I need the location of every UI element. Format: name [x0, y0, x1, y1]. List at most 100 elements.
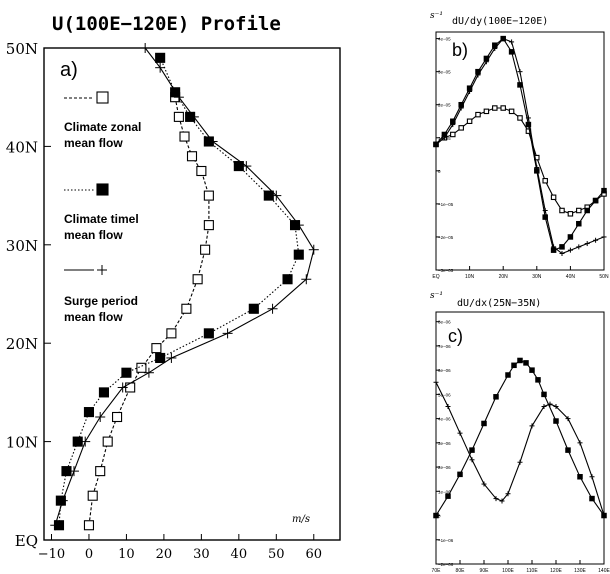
x-tick-label: 100E [502, 568, 514, 574]
plus-marker-10 [301, 274, 312, 285]
open-square-marker-14 [196, 165, 207, 177]
panel-a-x-axis: −10 0 10 20 30 40 50 60 [38, 534, 322, 562]
panel-b-label: b) [452, 40, 468, 60]
filled-square-marker-2 [457, 471, 463, 478]
open-square-marker-14 [550, 194, 557, 201]
x-tick-label: 120E [550, 568, 562, 574]
plus-marker-5 [475, 72, 481, 78]
x-tick-label: 60 [305, 547, 322, 562]
plus-marker-9 [267, 303, 278, 314]
panel-c-unit-label: s⁻¹ [430, 291, 443, 301]
plus-marker-2 [68, 466, 79, 477]
open-square-marker-3 [102, 436, 113, 447]
panel-c-plot-frame [435, 311, 605, 565]
plus-marker-8 [517, 459, 523, 465]
open-square-marker-0 [83, 520, 95, 531]
panel-a-title: U(100E−120E) Profile [52, 13, 281, 35]
series-line-plus [54, 47, 315, 526]
plus-marker-13 [542, 208, 548, 213]
legend-label-line: mean flow [64, 310, 123, 324]
panel-c-title: dU/dx(25N−35N) [457, 298, 541, 309]
open-square-marker-16 [179, 131, 190, 142]
plus-marker-1 [441, 135, 447, 141]
panel-a-y-axis: EQ 10N 20N 30N 40N 50N [6, 40, 51, 550]
plus-marker-7 [492, 46, 498, 52]
y-tick-label: 50N [6, 40, 38, 58]
series-filled-square [433, 357, 607, 519]
y-tick-label: 2e−05 [438, 103, 451, 108]
open-square-marker-13 [542, 178, 548, 184]
x-tick-label: 50N [599, 274, 609, 280]
plus-marker-2 [457, 430, 463, 436]
legend-label-line: Climate zonal [64, 120, 141, 134]
y-tick-label: 4e−06 [438, 417, 451, 422]
filled-square-marker-7 [511, 362, 517, 369]
open-square-marker-9 [181, 303, 192, 314]
legend-item-climate-timel: Climate timel mean flow [64, 183, 139, 242]
plus-marker-4 [481, 481, 487, 487]
plus-marker-14 [551, 244, 557, 250]
series-open-square [433, 105, 607, 217]
x-tick-label: 30N [532, 274, 542, 280]
open-square-marker-10 [192, 274, 203, 285]
y-tick-label: 10N [6, 434, 38, 452]
y-tick-label: −3e−05 [438, 268, 454, 273]
plus-marker-0 [50, 520, 61, 531]
open-square-marker-9 [508, 108, 515, 115]
filled-square-marker-8 [203, 328, 214, 339]
panel-a-unit-label: m/s [292, 514, 310, 525]
x-tick-label: 50 [268, 547, 285, 562]
plus-marker-10 [517, 69, 523, 75]
x-tick-label: 10N [465, 274, 475, 280]
open-square-marker-6 [483, 108, 490, 115]
plus-marker-0 [433, 379, 439, 385]
y-tick-label: −1e−06 [438, 538, 454, 543]
panel-b-series [433, 35, 607, 256]
plus-marker-3 [458, 105, 464, 111]
plus-marker-6 [499, 498, 505, 504]
plus-marker-11 [308, 244, 319, 255]
legend-label-line: Surge period [64, 294, 138, 308]
plus-marker-15 [559, 250, 565, 256]
plus-marker-6 [143, 367, 154, 378]
series-open-square [83, 92, 214, 531]
filled-square-marker-16 [567, 234, 574, 240]
plus-marker-18 [584, 241, 590, 247]
plus-marker-12 [553, 404, 559, 409]
filled-square-marker-5 [98, 387, 109, 398]
legend-item-climate-zonal: Climate zonal mean flow [64, 91, 141, 150]
plus-marker-6 [483, 59, 489, 65]
filled-square-marker-9 [508, 49, 515, 55]
filled-square-marker-12 [541, 391, 547, 398]
panel-a-legend: Climate zonal mean flow Climate timel me… [64, 91, 141, 324]
plus-marker-16 [188, 111, 199, 122]
plus-marker-11 [525, 115, 531, 121]
panel-a: U(100E−120E) Profile EQ 10N 20N 30N 40N 50N −… [6, 13, 341, 562]
panel-b-title: dU/dy(100E−120E) [452, 16, 548, 27]
x-tick-label: 40N [566, 274, 576, 280]
open-square-marker-7 [151, 343, 162, 354]
filled-square-marker-18 [155, 52, 166, 63]
open-square-marker-5 [475, 111, 481, 118]
x-tick-label: 70E [432, 568, 442, 574]
x-tick-label: 130E [574, 568, 586, 574]
panel-b-x-axis: EQ 10N 20N 30N 40N 50N [432, 266, 609, 280]
plus-marker-15 [589, 474, 595, 480]
x-tick-label: EQ [432, 274, 439, 280]
y-tick-label: 1e−06 [438, 489, 451, 494]
panel-b-unit-label: s⁻¹ [430, 11, 443, 21]
y-tick-label: −2e−06 [438, 562, 454, 567]
filled-square-marker-13 [542, 214, 548, 220]
plus-marker-18 [155, 62, 166, 73]
y-tick-label: 0 [438, 169, 441, 174]
y-tick-label: 30N [6, 237, 38, 255]
y-tick-label: 5e−06 [438, 392, 451, 397]
x-tick-label: −10 [38, 547, 65, 562]
x-tick-label: 110E [526, 568, 538, 574]
y-tick-label: 20N [6, 335, 38, 353]
series-plus [433, 379, 607, 519]
open-square-marker-17 [173, 111, 184, 122]
filled-square-marker-10 [517, 82, 523, 88]
x-tick-label: 80E [456, 568, 466, 574]
